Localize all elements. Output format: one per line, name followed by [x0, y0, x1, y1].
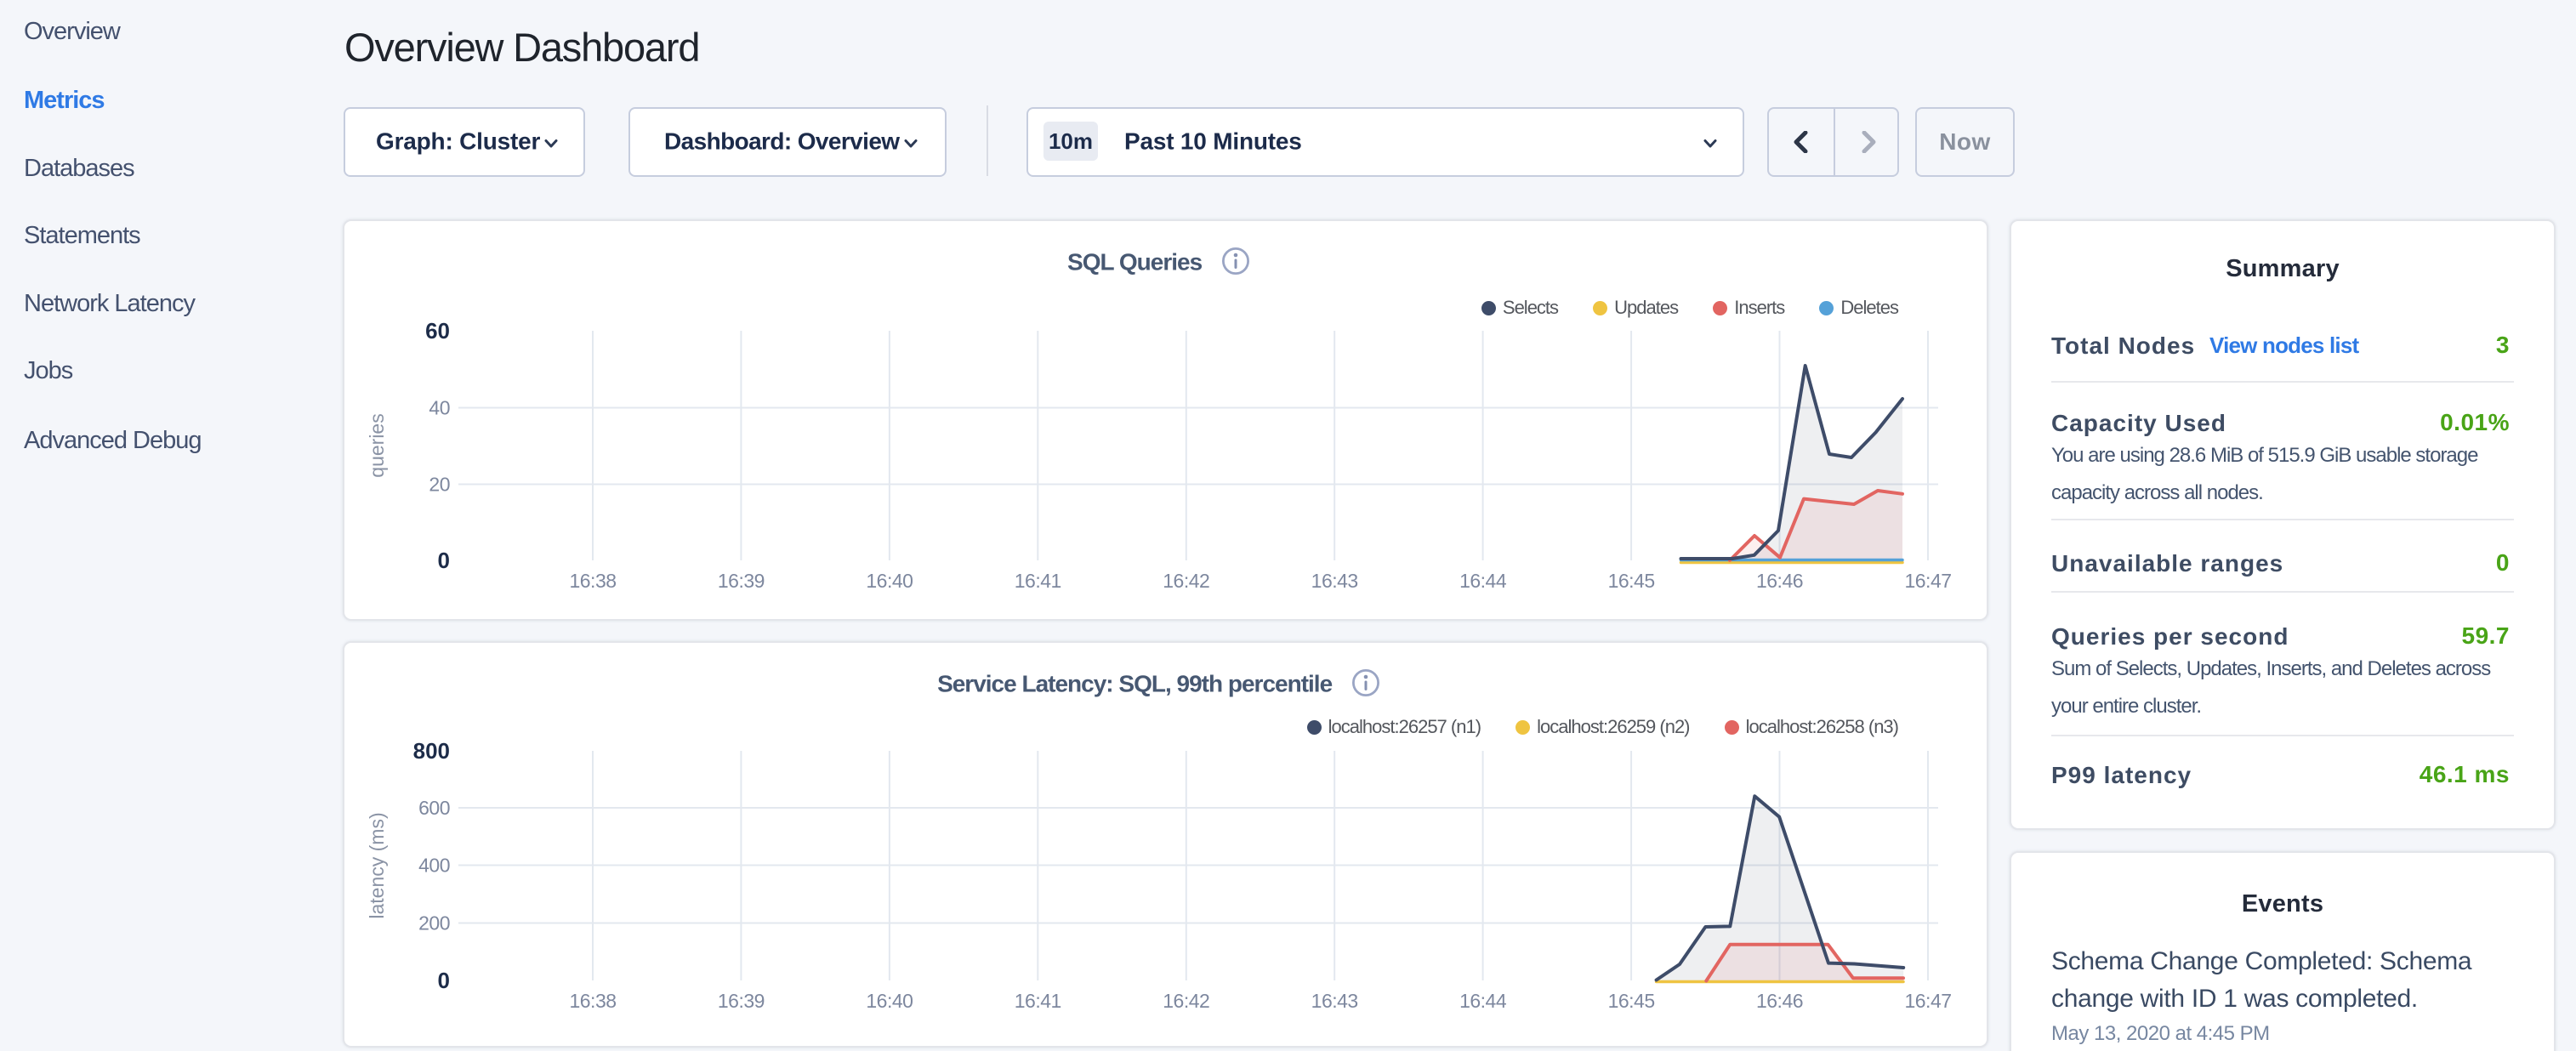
svg-text:16:44: 16:44	[1459, 570, 1507, 592]
svg-text:16:45: 16:45	[1608, 570, 1655, 592]
svg-text:16:41: 16:41	[1015, 990, 1061, 1012]
svg-text:16:46: 16:46	[1756, 990, 1803, 1012]
svg-text:600: 600	[418, 797, 450, 819]
svg-text:200: 200	[418, 912, 450, 935]
svg-text:800: 800	[413, 738, 450, 764]
svg-text:16:43: 16:43	[1311, 570, 1358, 592]
svg-text:0: 0	[438, 968, 450, 993]
svg-text:16:46: 16:46	[1756, 570, 1803, 592]
svg-text:20: 20	[429, 474, 450, 496]
svg-text:latency (ms): latency (ms)	[366, 812, 388, 918]
svg-text:16:42: 16:42	[1163, 990, 1209, 1012]
svg-text:queries: queries	[366, 413, 388, 477]
svg-text:16:45: 16:45	[1608, 990, 1655, 1012]
svg-text:16:42: 16:42	[1163, 570, 1209, 592]
svg-text:16:38: 16:38	[569, 990, 616, 1012]
svg-text:16:44: 16:44	[1459, 990, 1507, 1012]
svg-text:60: 60	[425, 318, 450, 344]
svg-text:16:39: 16:39	[718, 570, 765, 592]
svg-text:16:47: 16:47	[1904, 570, 1951, 592]
svg-text:16:41: 16:41	[1015, 570, 1061, 592]
svg-text:16:43: 16:43	[1311, 990, 1358, 1012]
svg-text:16:38: 16:38	[569, 570, 616, 592]
svg-text:40: 40	[429, 397, 450, 419]
svg-text:0: 0	[438, 548, 450, 573]
svg-text:16:47: 16:47	[1904, 990, 1951, 1012]
svg-text:16:40: 16:40	[866, 990, 913, 1012]
svg-text:16:39: 16:39	[718, 990, 765, 1012]
svg-text:400: 400	[418, 855, 450, 877]
svg-text:16:40: 16:40	[866, 570, 913, 592]
